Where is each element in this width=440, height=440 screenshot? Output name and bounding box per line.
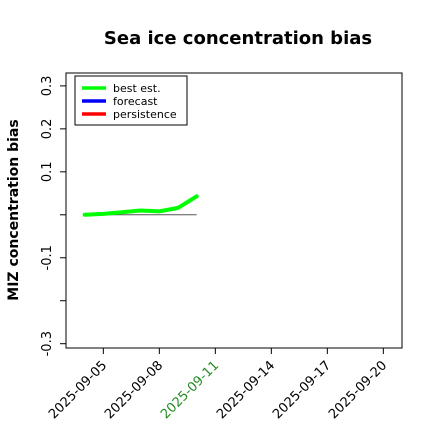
plot-frame [65,72,403,349]
x-axis-ticks: 2025-09-052025-09-082025-09-112025-09-14… [46,348,390,422]
legend-label: best est. [113,82,161,95]
series-layer [82,194,199,217]
x-tick-label: 2025-09-14 [214,358,278,422]
series-line-best-est [82,194,199,217]
x-tick-label: 2025-09-11 [158,358,222,422]
legend-label: forecast [113,95,158,108]
x-tick-label: 2025-09-20 [326,358,390,422]
chart-title: Sea ice concentration bias [104,28,372,49]
y-tick-label: -0.1 [40,245,55,270]
y-tick-label: -0.3 [40,331,55,356]
y-tick-label: 0.1 [40,161,55,182]
y-axis-label: MIZ concentration bias [6,119,22,300]
y-axis-ticks: -0.3 -0.1 0.1 0.2 0.3 [40,76,66,356]
legend-label: persistence [113,108,177,121]
x-tick-label: 2025-09-08 [102,358,166,422]
x-tick-label: 2025-09-17 [270,358,334,422]
y-tick-label: 0.3 [40,76,55,97]
y-tick-label: 0.2 [40,119,55,140]
x-tick-label: 2025-09-05 [46,358,110,422]
